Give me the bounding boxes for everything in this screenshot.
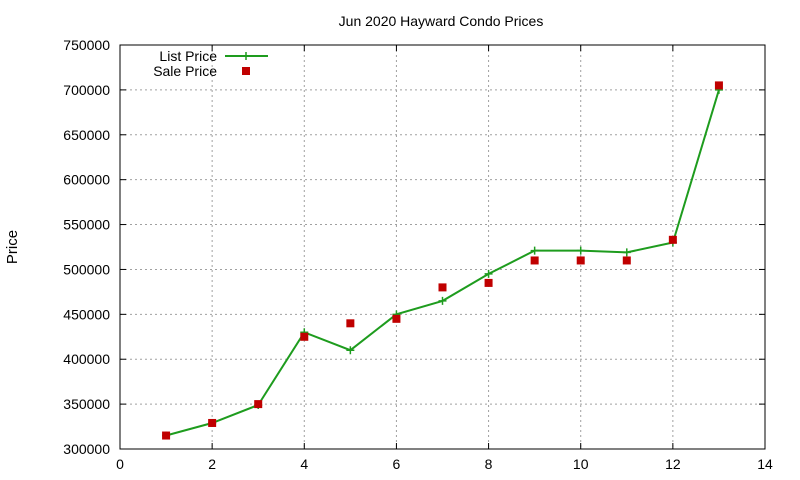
- sale-price-point: [254, 400, 263, 409]
- x-tick-label: 2: [208, 456, 216, 472]
- list-price-point: [346, 346, 355, 355]
- sale-price-point: [346, 319, 355, 328]
- legend-label-list-price: List Price: [159, 48, 217, 64]
- list-price-point: [484, 269, 493, 278]
- sale-price-point: [622, 256, 631, 265]
- x-tick-label: 8: [485, 456, 493, 472]
- plot-frame: [119, 44, 766, 450]
- y-tick-label: 700000: [63, 82, 110, 98]
- y-tick-label: 400000: [63, 351, 110, 367]
- legend-marker-list-price: [242, 52, 250, 60]
- y-tick-label: 750000: [63, 37, 110, 53]
- sale-price-point: [300, 332, 309, 341]
- axis-ticks: 300000 350000 400000 450000 500000 550000 6000…: [63, 37, 773, 472]
- sale-price-point: [484, 278, 493, 287]
- sale-price-point: [392, 314, 401, 323]
- list-price-point: [576, 246, 585, 255]
- series-layer: [162, 81, 723, 440]
- x-tick-label: 0: [116, 456, 124, 472]
- sale-price-point: [162, 431, 171, 440]
- y-axis-label: Price: [4, 230, 21, 264]
- y-tick-label: 450000: [63, 306, 110, 322]
- legend-marker-sale-price: [242, 67, 250, 75]
- x-tick-label: 14: [757, 456, 773, 472]
- chart-title: Jun 2020 Hayward Condo Prices: [339, 13, 544, 29]
- y-tick-label: 600000: [63, 172, 110, 188]
- x-tick-label: 6: [393, 456, 401, 472]
- list-price-point: [530, 246, 539, 255]
- sale-price-point: [714, 81, 723, 90]
- list-price-line: [165, 89, 720, 437]
- sale-price-point: [438, 283, 447, 292]
- y-tick-label: 650000: [63, 127, 110, 143]
- sale-price-point: [530, 256, 539, 265]
- list-price-point: [438, 296, 447, 305]
- y-tick-label: 350000: [63, 396, 110, 412]
- x-tick-label: 12: [665, 456, 681, 472]
- sale-price-point: [668, 235, 677, 244]
- list-price-point: [622, 248, 631, 257]
- y-tick-label: 300000: [63, 441, 110, 457]
- y-tick-label: 550000: [63, 217, 110, 233]
- y-tick-label: 500000: [63, 261, 110, 277]
- x-tick-label: 4: [300, 456, 308, 472]
- sale-price-point: [208, 418, 217, 427]
- grid: [120, 45, 765, 449]
- sale-price-point: [576, 256, 585, 265]
- x-tick-label: 10: [573, 456, 589, 472]
- legend-label-sale-price: Sale Price: [153, 63, 217, 79]
